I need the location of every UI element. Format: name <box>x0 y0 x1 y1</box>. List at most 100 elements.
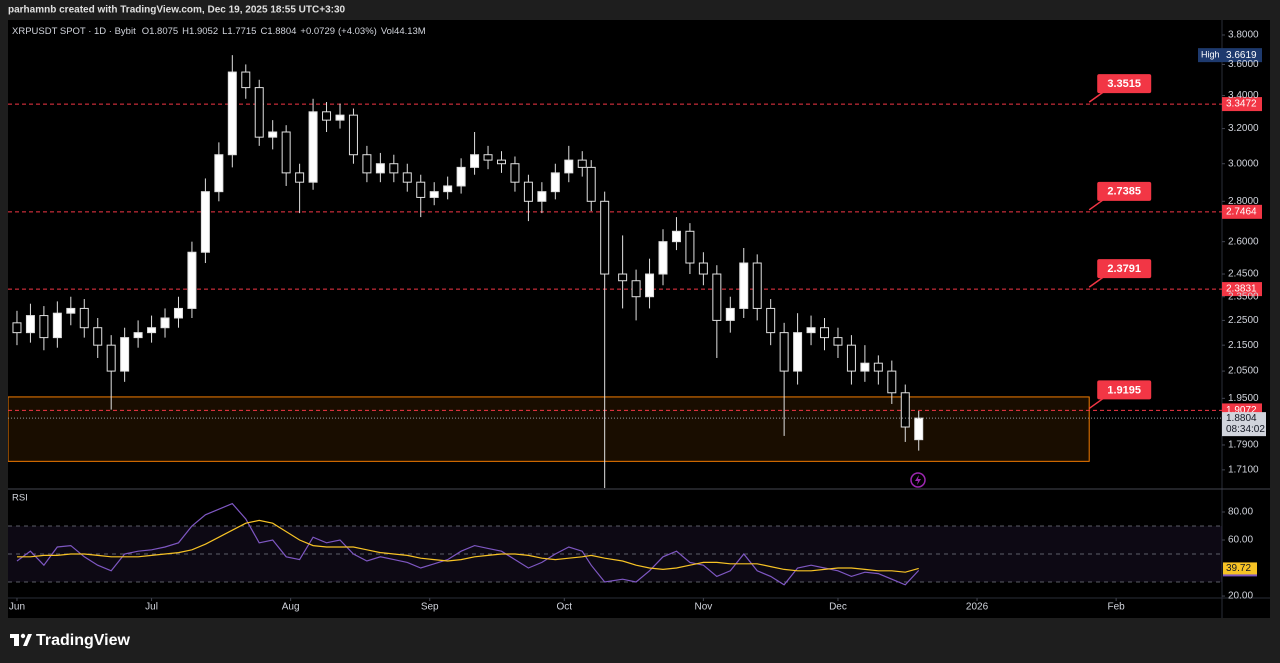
footer-brand: TradingView <box>36 632 131 649</box>
callout-label: 3.3515 <box>1107 78 1141 90</box>
candle-body <box>416 181 426 198</box>
callout-label: 1.9195 <box>1107 384 1141 396</box>
level-badge-label: 3.3472 <box>1226 99 1257 110</box>
countdown: 08:34:02 <box>1226 424 1265 435</box>
candle-body <box>860 362 870 372</box>
pane-title: RSI <box>12 493 28 504</box>
candle-body <box>739 262 749 309</box>
x-tick-label: Oct <box>557 602 573 613</box>
candle-body <box>586 166 596 202</box>
y-tick-label: 2.0500 <box>1228 366 1259 377</box>
candle-body <box>66 307 76 314</box>
candle-body <box>873 362 883 372</box>
y-tick-label: 2.3500 <box>1228 291 1259 302</box>
candle-body <box>846 344 856 372</box>
y-tick-label: 20.00 <box>1228 591 1253 602</box>
candle-body <box>456 166 466 187</box>
candle-body <box>322 111 332 121</box>
x-tick-label: 2026 <box>966 602 989 613</box>
rsi-line <box>16 502 920 586</box>
candle-body <box>550 172 560 193</box>
candle-body <box>268 131 278 138</box>
y-tick-label: 2.6000 <box>1228 236 1259 247</box>
level-badge <box>1222 282 1262 297</box>
callout-label: 2.3791 <box>1107 263 1141 275</box>
chart-area <box>8 20 1270 618</box>
candle-body <box>25 315 35 334</box>
candle-body <box>806 327 816 334</box>
candle-body <box>658 241 668 275</box>
callout-arrow <box>1088 91 1104 103</box>
callout-box <box>1097 74 1152 94</box>
callout-arrow <box>1088 397 1104 410</box>
y-tick-label: 1.9500 <box>1228 393 1259 404</box>
ohlc-value: 1.7715 <box>227 26 256 37</box>
y-tick-label: 3.6000 <box>1228 59 1259 70</box>
y-tick-label: 3.4000 <box>1228 90 1259 101</box>
candle-body <box>348 114 358 156</box>
ohlc-value: 1.9052 <box>189 26 218 37</box>
current-price-badge <box>1222 412 1266 437</box>
level-badge <box>1222 204 1262 219</box>
candle-body <box>645 273 655 298</box>
value-badge <box>1223 562 1257 575</box>
candle-body <box>712 273 722 321</box>
candle-body <box>523 181 533 202</box>
y-tick-label: 3.0000 <box>1228 158 1259 169</box>
candle-body <box>335 114 345 121</box>
candle-body <box>914 417 924 441</box>
candle-body <box>766 307 776 334</box>
volume: Vol44.13M <box>381 26 426 37</box>
price-pane <box>8 55 1222 488</box>
overlay: 3.3472 3.3515 2.7464 2.7385 2.3831 2.3791 1.90… <box>9 26 1266 613</box>
y-tick-label: 60.00 <box>1228 535 1253 546</box>
alert-icon <box>910 472 926 488</box>
y-tick-label: 2.1500 <box>1228 340 1259 351</box>
candle-body <box>39 315 49 339</box>
y-tick-label: 3.8000 <box>1228 30 1259 41</box>
callout-label: 2.7385 <box>1107 186 1141 198</box>
y-tick-label: 1.7900 <box>1228 440 1259 451</box>
candle-body <box>685 230 695 264</box>
callout-box <box>1097 380 1152 400</box>
y-tick-label: 80.00 <box>1228 507 1253 518</box>
candle-body <box>52 312 62 339</box>
candle-body <box>577 159 587 168</box>
ohlc-key: C <box>260 26 267 37</box>
candle-body <box>779 332 789 372</box>
candle-body <box>106 344 116 372</box>
candle-body <box>833 337 843 346</box>
candle-body <box>631 280 641 298</box>
candle-body <box>308 111 318 183</box>
high-badge <box>1222 48 1262 63</box>
candle-body <box>510 163 520 183</box>
candle-body <box>133 332 143 339</box>
zone <box>8 396 1090 462</box>
candle-body <box>200 191 210 253</box>
candle-body <box>618 273 628 282</box>
candle-body <box>564 159 574 174</box>
high-tag-label: High <box>1201 50 1220 60</box>
high-tag <box>1198 48 1222 63</box>
level-badge-label: 1.9072 <box>1226 405 1257 416</box>
candle-body <box>281 131 291 174</box>
candle-body <box>698 262 708 275</box>
candle-body <box>671 230 681 243</box>
candle-body <box>79 307 89 329</box>
candle-body <box>793 332 803 372</box>
level-badge <box>1222 97 1262 112</box>
y-tick-label: 2.8000 <box>1228 196 1259 207</box>
candle-body <box>429 191 439 198</box>
candle-body <box>600 200 610 275</box>
ohlc-key: O <box>142 26 149 37</box>
candle-body <box>470 154 480 168</box>
candle-body <box>820 327 830 339</box>
ohlc-key: L <box>222 26 227 37</box>
header: parhamnb created with TradingView.com, D… <box>8 5 346 16</box>
candle-body <box>241 71 251 89</box>
candle-body <box>120 337 130 372</box>
candle-body <box>389 163 399 174</box>
candle-body <box>173 307 183 319</box>
candle-body <box>295 172 305 183</box>
